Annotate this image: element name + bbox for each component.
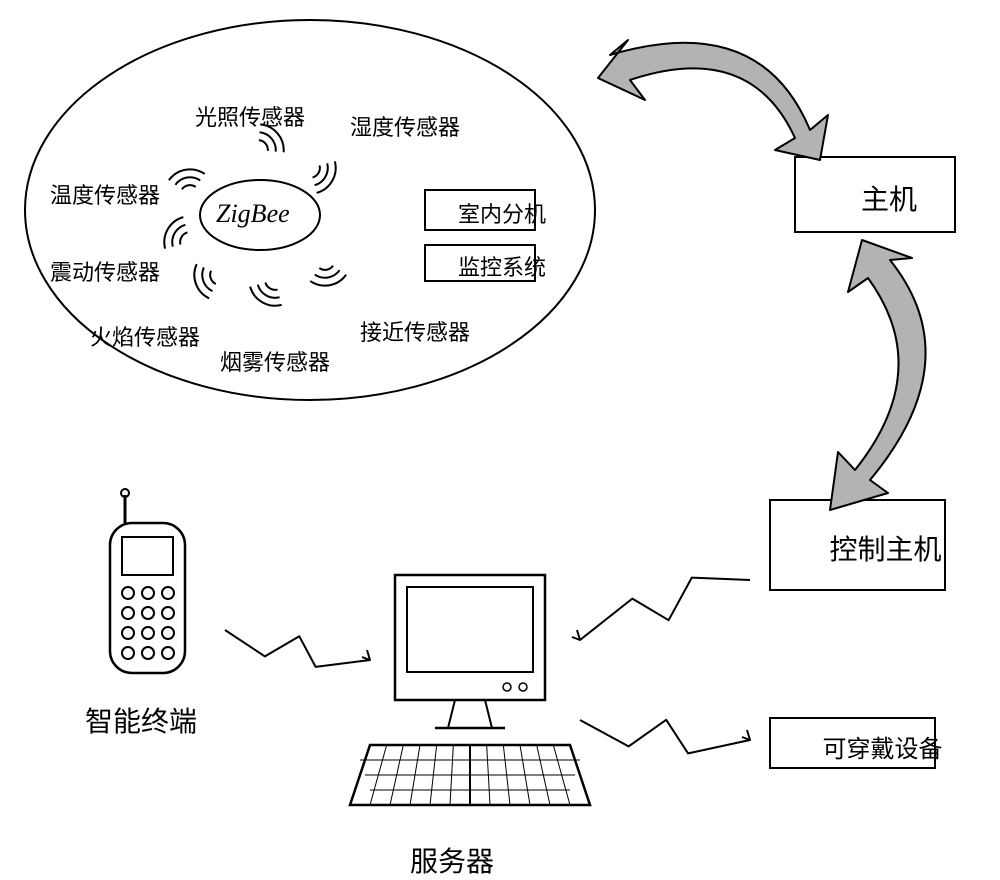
sensor-label: 温度传感器 bbox=[50, 178, 160, 210]
smart-terminal-label: 智能终端 bbox=[85, 700, 197, 740]
box-label: 控制主机 bbox=[830, 528, 942, 568]
box-label: 室内分机 bbox=[458, 197, 546, 229]
zigbee-label: ZigBee bbox=[216, 199, 290, 229]
box-label: 监控系统 bbox=[458, 250, 546, 282]
sensor-label: 火焰传感器 bbox=[90, 320, 200, 352]
sensor-label: 光照传感器 bbox=[195, 100, 305, 132]
box-label: 可穿戴设备 bbox=[823, 729, 943, 764]
computer-icon bbox=[350, 575, 590, 805]
flow-arrows bbox=[598, 40, 926, 510]
sensor-label: 烟雾传感器 bbox=[220, 345, 330, 377]
phone-icon bbox=[110, 489, 185, 673]
sensor-label: 接近传感器 bbox=[360, 315, 470, 347]
sensor-label: 湿度传感器 bbox=[350, 110, 460, 142]
box-label: 主机 bbox=[861, 178, 917, 218]
sensor-label: 震动传感器 bbox=[50, 255, 160, 287]
server-label: 服务器 bbox=[410, 840, 494, 880]
